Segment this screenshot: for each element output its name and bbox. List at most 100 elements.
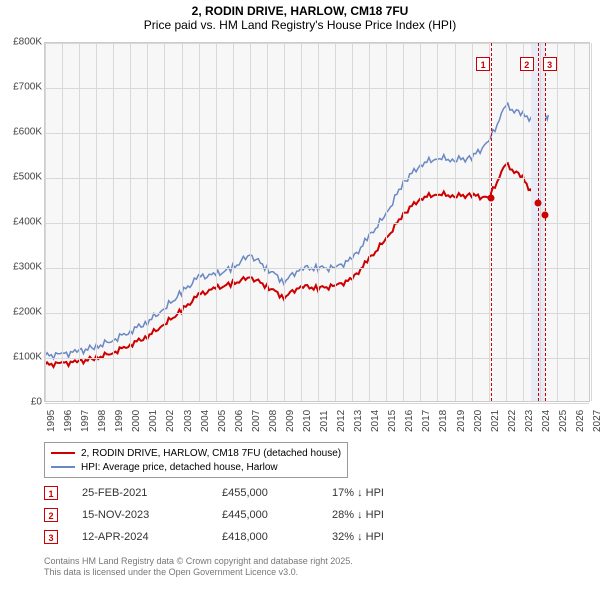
attribution: Contains HM Land Registry data © Crown c…: [44, 556, 353, 579]
x-tick-label: 2016: [404, 410, 415, 432]
x-tick-label: 2023: [524, 410, 535, 432]
x-tick-label: 2019: [456, 410, 467, 432]
sales-row: 125-FEB-2021£455,00017% ↓ HPI: [44, 483, 422, 503]
x-tick-label: 2009: [285, 410, 296, 432]
grid-line-v: [199, 43, 200, 401]
grid-line-v: [506, 43, 507, 401]
chart-plot-area: 123: [44, 42, 590, 402]
title-address: 2, RODIN DRIVE, HARLOW, CM18 7FU: [0, 4, 600, 18]
x-tick-label: 2020: [473, 410, 484, 432]
grid-line-v: [96, 43, 97, 401]
x-tick-label: 2005: [217, 410, 228, 432]
x-tick-label: 2003: [183, 410, 194, 432]
x-tick-label: 2010: [302, 410, 313, 432]
sales-row-date: 12-APR-2024: [82, 531, 222, 543]
x-tick-label: 2013: [353, 410, 364, 432]
y-tick-label: £700K: [0, 82, 42, 93]
y-tick-label: £800K: [0, 37, 42, 48]
grid-line-v: [369, 43, 370, 401]
sales-row-price: £445,000: [222, 509, 332, 521]
grid-line-v: [455, 43, 456, 401]
grid-line-v: [182, 43, 183, 401]
legend-swatch: [51, 466, 75, 468]
grid-line-v: [386, 43, 387, 401]
x-tick-label: 2004: [200, 410, 211, 432]
sale-data-point: [534, 199, 541, 206]
sales-row-price: £455,000: [222, 487, 332, 499]
grid-line-h: [45, 178, 589, 179]
legend-item: 2, RODIN DRIVE, HARLOW, CM18 7FU (detach…: [51, 446, 341, 460]
sale-marker-label: 2: [520, 57, 534, 71]
grid-line-v: [540, 43, 541, 401]
sale-data-point: [541, 211, 548, 218]
grid-line-h: [45, 268, 589, 269]
grid-line-v: [147, 43, 148, 401]
grid-line-h: [45, 43, 589, 44]
series-hpi: [45, 103, 548, 359]
grid-line-h: [45, 88, 589, 89]
grid-line-v: [233, 43, 234, 401]
sale-data-point: [488, 195, 495, 202]
sales-row-number: 1: [44, 486, 58, 500]
x-tick-label: 1998: [97, 410, 108, 432]
grid-line-v: [557, 43, 558, 401]
sales-row-diff: 32% ↓ HPI: [332, 531, 422, 543]
legend-label: 2, RODIN DRIVE, HARLOW, CM18 7FU (detach…: [81, 448, 341, 459]
y-tick-label: £100K: [0, 352, 42, 363]
grid-line-h: [45, 223, 589, 224]
legend: 2, RODIN DRIVE, HARLOW, CM18 7FU (detach…: [44, 442, 348, 478]
y-tick-label: £300K: [0, 262, 42, 273]
sales-row-diff: 28% ↓ HPI: [332, 509, 422, 521]
x-tick-label: 2014: [370, 410, 381, 432]
x-tick-label: 2017: [421, 410, 432, 432]
sales-row-number: 2: [44, 508, 58, 522]
grid-line-v: [130, 43, 131, 401]
sales-row-price: £418,000: [222, 531, 332, 543]
grid-line-v: [267, 43, 268, 401]
sale-marker-line: [538, 43, 539, 401]
x-tick-label: 2012: [336, 410, 347, 432]
grid-line-v: [420, 43, 421, 401]
legend-swatch: [51, 452, 75, 454]
grid-line-h: [45, 403, 589, 404]
y-tick-label: £400K: [0, 217, 42, 228]
sales-row: 215-NOV-2023£445,00028% ↓ HPI: [44, 505, 422, 525]
x-tick-label: 2024: [541, 410, 552, 432]
x-tick-label: 2008: [268, 410, 279, 432]
grid-line-v: [472, 43, 473, 401]
x-tick-label: 2026: [575, 410, 586, 432]
x-tick-label: 1996: [63, 410, 74, 432]
grid-line-v: [574, 43, 575, 401]
y-tick-label: £200K: [0, 307, 42, 318]
legend-label: HPI: Average price, detached house, Harl…: [81, 462, 278, 473]
legend-item: HPI: Average price, detached house, Harl…: [51, 460, 341, 474]
x-tick-label: 2011: [319, 410, 330, 432]
sale-marker-label: 3: [543, 57, 557, 71]
grid-line-v: [437, 43, 438, 401]
x-tick-label: 2021: [490, 410, 501, 432]
sales-table: 125-FEB-2021£455,00017% ↓ HPI215-NOV-202…: [44, 483, 422, 549]
x-tick-label: 2015: [387, 410, 398, 432]
x-tick-label: 1997: [80, 410, 91, 432]
grid-line-h: [45, 133, 589, 134]
grid-line-v: [352, 43, 353, 401]
grid-line-v: [216, 43, 217, 401]
grid-line-v: [250, 43, 251, 401]
x-tick-label: 1999: [114, 410, 125, 432]
sales-row-diff: 17% ↓ HPI: [332, 487, 422, 499]
series-price_paid: [45, 163, 545, 367]
sale-marker-line: [491, 43, 492, 401]
grid-line-v: [284, 43, 285, 401]
x-tick-label: 2002: [165, 410, 176, 432]
grid-line-v: [591, 43, 592, 401]
attribution-line2: This data is licensed under the Open Gov…: [44, 567, 353, 578]
grid-line-v: [335, 43, 336, 401]
title-subtitle: Price paid vs. HM Land Registry's House …: [0, 18, 600, 32]
x-tick-label: 2027: [592, 410, 600, 432]
x-tick-label: 2018: [438, 410, 449, 432]
x-tick-label: 2000: [131, 410, 142, 432]
attribution-line1: Contains HM Land Registry data © Crown c…: [44, 556, 353, 567]
x-tick-label: 2022: [507, 410, 518, 432]
grid-line-v: [301, 43, 302, 401]
y-tick-label: £600K: [0, 127, 42, 138]
